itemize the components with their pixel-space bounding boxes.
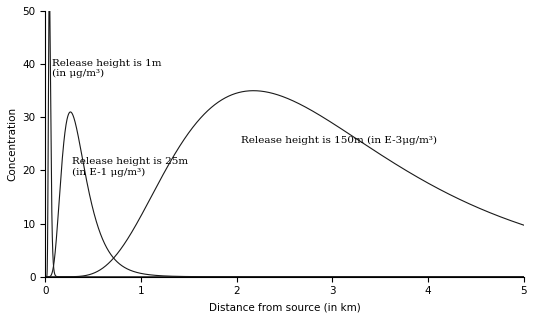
Text: Release height is 150m (in E-3μg/m³): Release height is 150m (in E-3μg/m³): [241, 136, 437, 145]
Y-axis label: Concentration: Concentration: [7, 107, 17, 181]
Text: Release height is 1m
(in μg/m³): Release height is 1m (in μg/m³): [52, 59, 162, 78]
X-axis label: Distance from source (in km): Distance from source (in km): [209, 302, 360, 312]
Text: Release height is 25m
(in E-1 μg/m³): Release height is 25m (in E-1 μg/m³): [72, 157, 189, 177]
